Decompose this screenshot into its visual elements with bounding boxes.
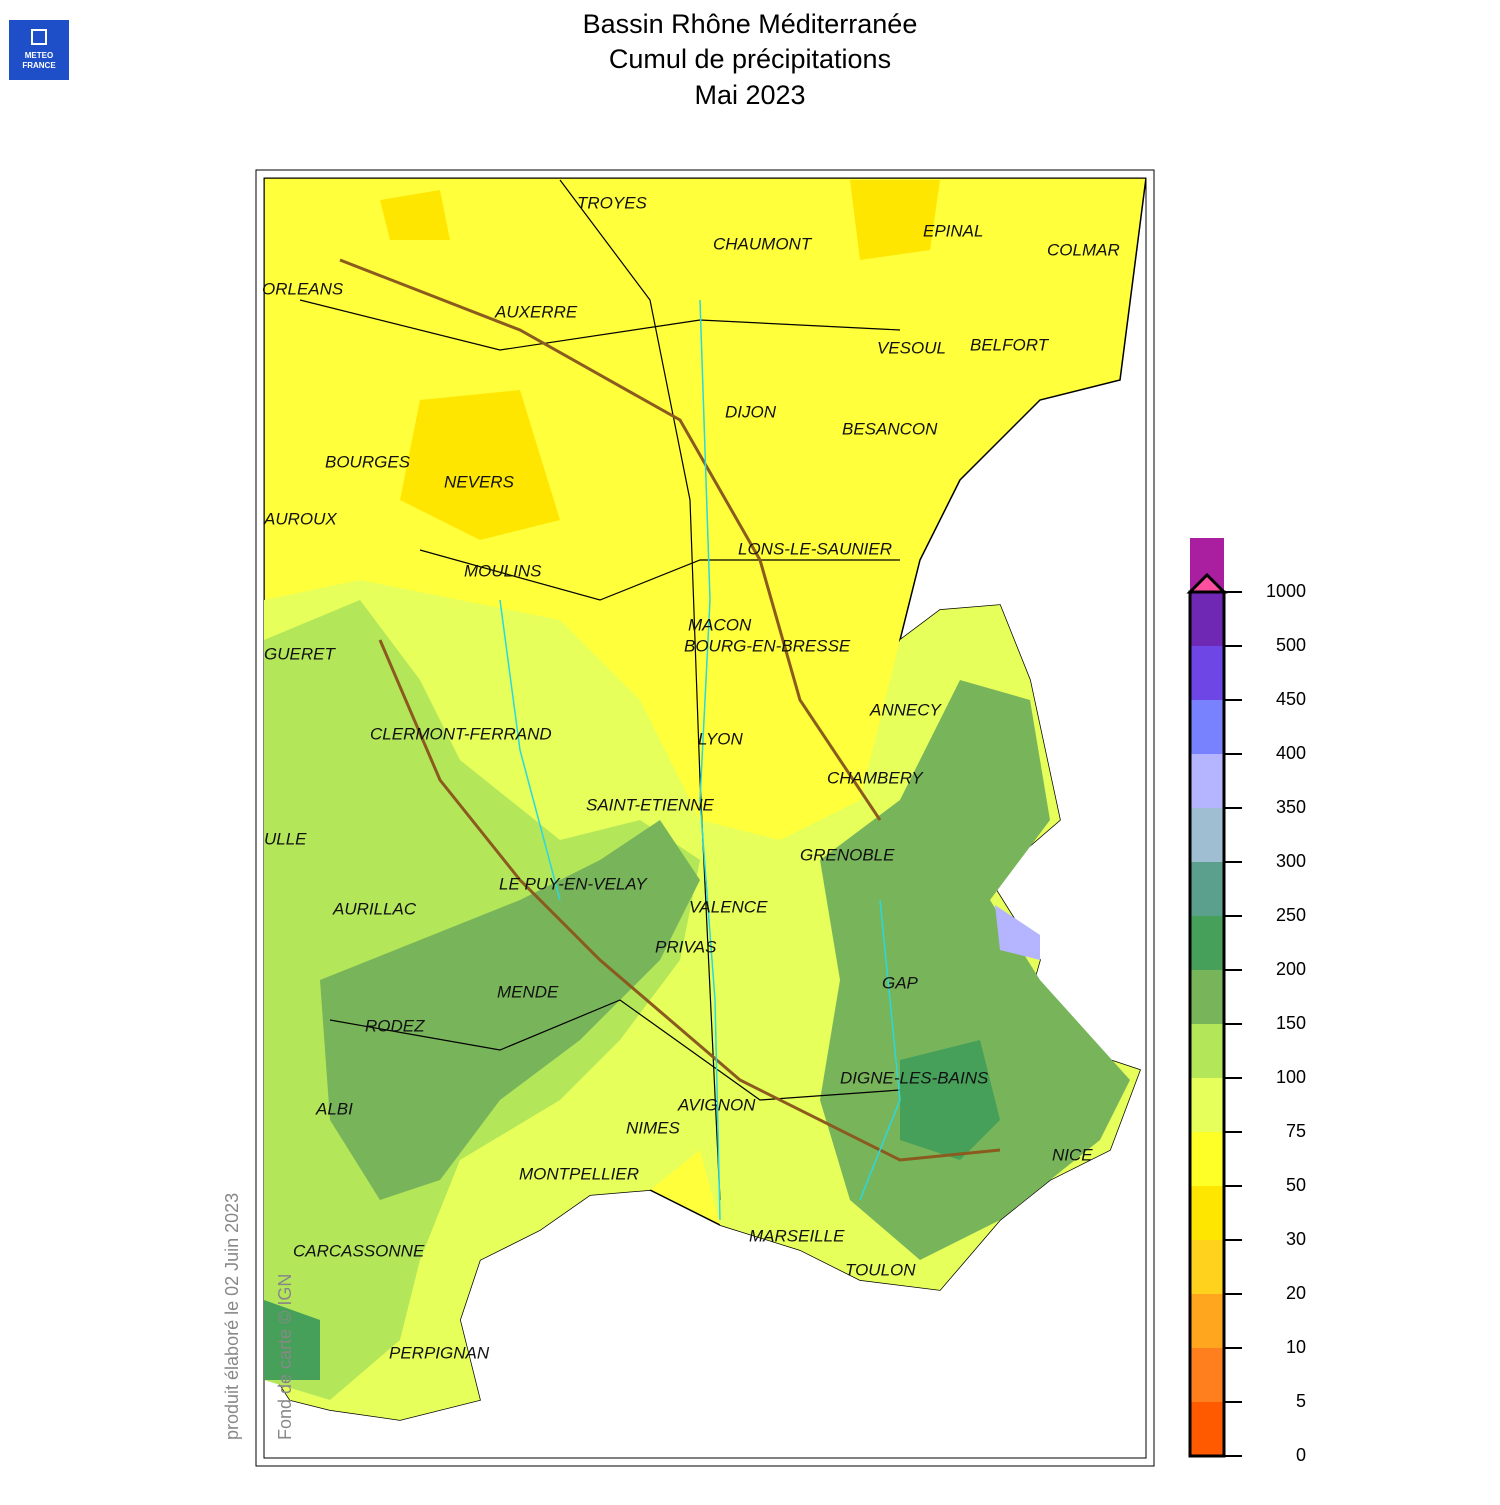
legend-tick-label: 250	[1276, 905, 1306, 925]
map	[264, 178, 1146, 1421]
city-label: AUROUX	[263, 509, 337, 528]
city-label: BELFORT	[970, 335, 1050, 354]
logo-text: FRANCE	[22, 61, 56, 70]
region-150-200	[900, 1040, 1000, 1160]
legend-tick-label: 5	[1296, 1391, 1306, 1411]
legend-tick-label: 200	[1276, 959, 1306, 979]
city-label: LONS-LE-SAUNIER	[738, 539, 892, 558]
city-label: COLMAR	[1047, 240, 1120, 259]
legend-tick-label: 500	[1276, 635, 1306, 655]
city-label: TOULON	[845, 1260, 916, 1279]
legend-swatch	[1190, 970, 1224, 1024]
city-label: CLERMONT-FERRAND	[370, 724, 552, 743]
city-label: NICE	[1052, 1145, 1093, 1164]
legend-swatch	[1190, 1024, 1224, 1078]
credit: Fond de carte © IGN	[275, 1274, 295, 1440]
city-label: ULLE	[264, 829, 307, 848]
city-label: GRENOBLE	[800, 845, 895, 864]
city-label: TROYES	[577, 193, 648, 212]
legend-tick-label: 350	[1276, 797, 1306, 817]
city-label: PRIVAS	[655, 937, 717, 956]
city-label: DIGNE-LES-BAINS	[840, 1068, 989, 1087]
city-label: NEVERS	[444, 472, 515, 491]
title: Mai 2023	[694, 80, 805, 110]
city-label: LYON	[698, 729, 743, 748]
legend-tick-label: 75	[1286, 1121, 1306, 1141]
city-label: MONTPELLIER	[519, 1164, 639, 1183]
region-20-30	[380, 180, 940, 540]
city-label: SAINT-ETIENNE	[586, 795, 715, 814]
city-label: ALBI	[315, 1099, 353, 1118]
legend-swatch	[1190, 862, 1224, 916]
legend-swatch	[1190, 592, 1224, 646]
legend-tick-label: 50	[1286, 1175, 1306, 1195]
city-label: MACON	[688, 615, 752, 634]
border	[299, 179, 901, 1201]
city-label: DIJON	[725, 402, 777, 421]
city-label: NIMES	[626, 1118, 681, 1137]
legend-tick-label: 30	[1286, 1229, 1306, 1249]
region-100-150	[320, 820, 700, 1200]
city-label: VESOUL	[877, 338, 946, 357]
legend-swatch	[1190, 646, 1224, 700]
basin-border	[339, 258, 1001, 1162]
city-labels: TROYES CHAUMONT EPINAL COLMAR ORLEANS AU…	[262, 193, 1120, 1362]
title: Cumul de précipitations	[609, 44, 891, 74]
legend-swatch	[1190, 808, 1224, 862]
legend-tick-label: 150	[1276, 1013, 1306, 1033]
logo-icon	[31, 29, 47, 45]
city-label: BOURGES	[325, 452, 411, 471]
legend-swatch	[1190, 1132, 1224, 1186]
region-300-350	[995, 905, 1040, 960]
city-label: GAP	[882, 973, 919, 992]
legend-tick-label: 0	[1296, 1445, 1306, 1465]
city-label: BOURG-EN-BRESSE	[684, 636, 851, 655]
legend-swatch	[1190, 1294, 1224, 1348]
legend-tick-label: 100	[1276, 1067, 1306, 1087]
city-label: MOULINS	[464, 561, 542, 580]
river	[499, 299, 901, 1221]
legend-tick-label: 400	[1276, 743, 1306, 763]
city-label: CHAMBERY	[827, 768, 924, 787]
region-150-200	[264, 1300, 320, 1380]
credit: produit élaboré le 02 Juin 2023	[222, 1193, 242, 1440]
city-label: PERPIGNAN	[389, 1343, 490, 1362]
city-label: LE PUY-EN-VELAY	[499, 874, 648, 893]
city-label: RODEZ	[365, 1016, 425, 1035]
legend-swatch	[1190, 700, 1224, 754]
city-label: ORLEANS	[262, 279, 344, 298]
city-label: GUERET	[264, 644, 336, 663]
region-100-150	[820, 680, 1130, 1260]
city-label: EPINAL	[923, 221, 983, 240]
legend-swatch	[1190, 1186, 1224, 1240]
legend-swatch	[1190, 1402, 1224, 1456]
city-label: AUXERRE	[494, 302, 578, 321]
legend-swatch	[1190, 1078, 1224, 1132]
legend-swatch	[1190, 754, 1224, 808]
city-label: CARCASSONNE	[293, 1241, 425, 1260]
legend-tick-label: 1000	[1266, 581, 1306, 601]
legend-tick-label: 10	[1286, 1337, 1306, 1357]
title: Bassin Rhône Méditerranée	[583, 9, 918, 39]
logo-text: METEO	[25, 51, 53, 60]
city-label: AVIGNON	[677, 1095, 756, 1114]
city-label: BESANCON	[842, 419, 938, 438]
city-label: VALENCE	[689, 897, 768, 916]
legend-tick-label: 20	[1286, 1283, 1306, 1303]
legend-swatch	[1190, 916, 1224, 970]
legend-swatch	[1190, 1348, 1224, 1402]
legend-tick-label: 300	[1276, 851, 1306, 871]
city-label: AURILLAC	[332, 899, 417, 918]
city-label: CHAUMONT	[713, 234, 813, 253]
legend-tick-label: 450	[1276, 689, 1306, 709]
city-label: MENDE	[497, 982, 559, 1001]
legend: 0 5 10 20 30 50 75 100 150 200 250 300 350 400 450 500 1…	[1186, 538, 1306, 1465]
legend-swatch	[1190, 1240, 1224, 1294]
city-label: MARSEILLE	[749, 1226, 845, 1245]
city-label: ANNECY	[869, 700, 943, 719]
